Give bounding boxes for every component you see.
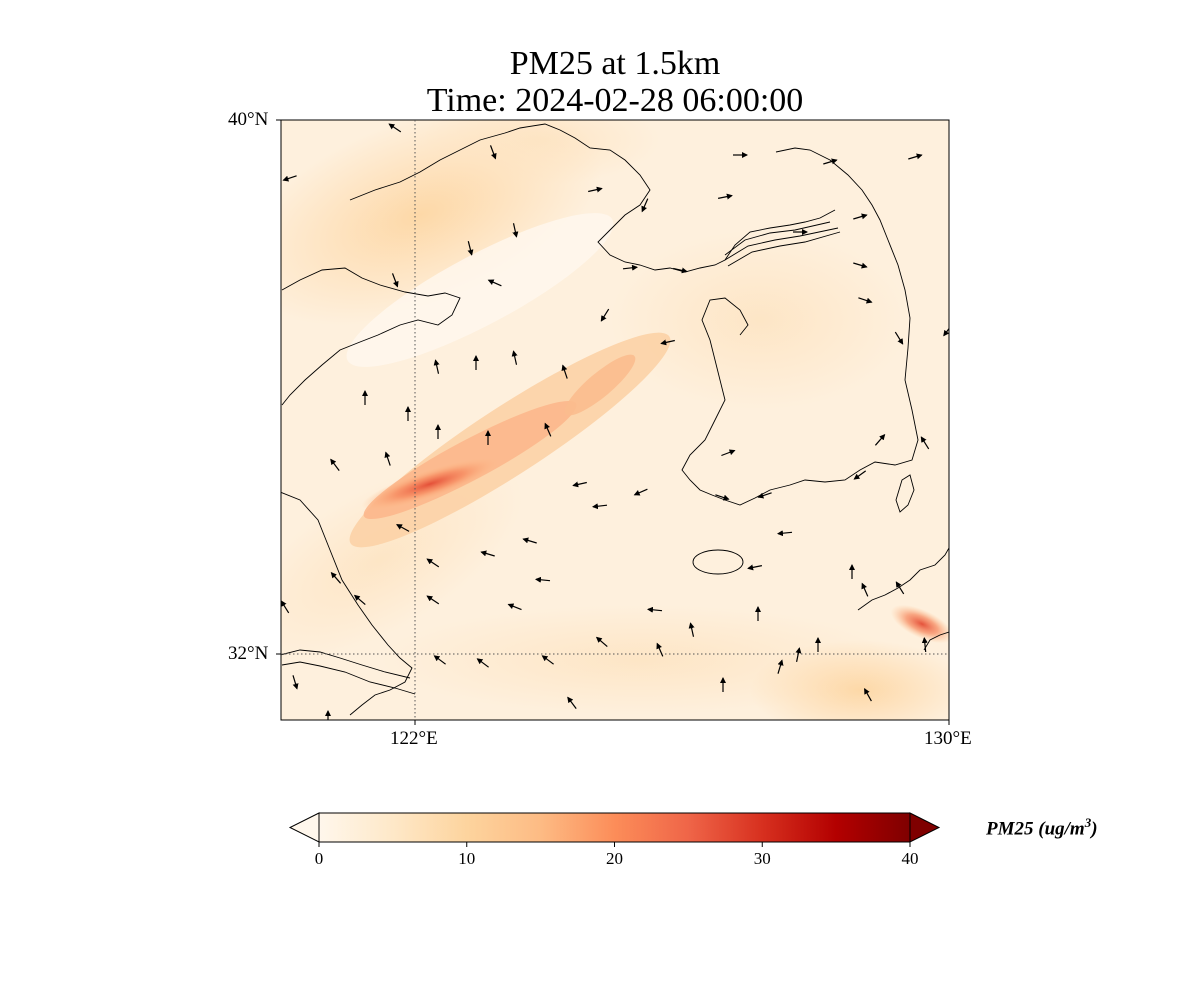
- wind-arrow: [282, 175, 297, 182]
- wind-arrow: [757, 492, 772, 499]
- wind-arrow: [507, 603, 522, 611]
- colorbar-tick-label: 30: [753, 849, 771, 868]
- wind-arrow: [480, 550, 495, 557]
- wind-arrow: [600, 308, 610, 322]
- wind-arrow: [641, 198, 649, 213]
- colorbar-gradient: [319, 813, 910, 842]
- wind-arrow: [673, 267, 688, 274]
- wind-arrow: [592, 503, 608, 510]
- chart-subtitle: Time: 2024-02-28 06:00:00: [426, 82, 804, 119]
- wind-arrow: [330, 458, 340, 471]
- colorbar-label: PM25 (ug/m3): [986, 815, 1098, 840]
- wind-arrow: [853, 262, 868, 269]
- wind-arrow: [476, 658, 489, 668]
- wind-arrow: [921, 637, 928, 653]
- wind-arrow: [588, 186, 603, 193]
- wind-arrow: [433, 359, 440, 374]
- wind-arrow: [747, 564, 763, 571]
- colorbar-label-close: ): [1091, 818, 1098, 840]
- colorbar-label-superscript: 3: [1084, 815, 1092, 830]
- wind-arrow: [853, 470, 867, 480]
- wind-arrow: [353, 594, 366, 606]
- wind-arrow: [433, 655, 446, 665]
- wind-arrow: [943, 327, 949, 337]
- lat-label-32n: 32°N: [228, 643, 269, 664]
- wind-arrow: [853, 213, 868, 220]
- colorbar-extend-low: [288, 812, 320, 843]
- wind-arrow: [535, 576, 551, 583]
- coastlines: [281, 123, 949, 716]
- wind-arrow: [656, 642, 664, 657]
- wind-arrow: [512, 223, 519, 238]
- colorbar-tick-label: 40: [901, 849, 919, 868]
- wind-arrow: [858, 297, 873, 304]
- wind-arrow: [281, 600, 290, 614]
- colorbar-tick-label: 10: [458, 849, 476, 868]
- wind-arrow: [777, 530, 793, 537]
- lon-label-130e: 130°E: [924, 728, 972, 749]
- wind-arrow: [426, 595, 440, 605]
- colorbar-label-text: PM25 (ug/m: [986, 818, 1085, 840]
- wind-arrow: [717, 193, 733, 200]
- wind-arrow: [633, 488, 648, 496]
- wind-arrow: [489, 145, 497, 160]
- wind-arrow: [384, 451, 391, 466]
- colorbar-tick-label: 20: [606, 849, 623, 868]
- wind-arrow: [391, 273, 399, 288]
- map-frame: [280, 119, 950, 721]
- wind-arrow: [561, 364, 568, 379]
- wind-arrow: [522, 537, 537, 544]
- wind-arrow: [572, 481, 587, 488]
- wind-arrow: [330, 571, 342, 584]
- wind-arrow: [388, 123, 402, 133]
- wind-arrow: [544, 422, 552, 437]
- wind-arrow: [688, 622, 695, 637]
- colorbar: [288, 812, 941, 847]
- wind-arrow: [467, 241, 474, 256]
- pm25-field: [281, 120, 949, 720]
- wind-arrow: [541, 655, 554, 665]
- colorbar-ticks: [318, 842, 911, 847]
- wind-arrow: [595, 636, 608, 648]
- wind-arrow: [920, 436, 930, 450]
- wind-arrow: [861, 582, 869, 597]
- wind-arrow: [511, 350, 518, 365]
- wind-arrow: [647, 606, 663, 613]
- wind-arrow: [396, 524, 410, 532]
- wind-vectors: [281, 123, 949, 720]
- wind-arrow: [487, 279, 502, 287]
- wind-arrow: [777, 659, 784, 674]
- wind-arrow: [567, 696, 577, 709]
- chart-title: PM25 at 1.5km: [509, 45, 721, 82]
- wind-arrow: [426, 558, 440, 568]
- wind-arrow: [622, 264, 638, 271]
- wind-arrow: [864, 688, 872, 702]
- wind-arrow: [292, 675, 299, 690]
- wind-arrow: [823, 158, 838, 165]
- wind-arrow: [715, 494, 730, 501]
- colorbar-extend-high: [909, 812, 941, 843]
- wind-arrow: [894, 331, 904, 345]
- wind-arrow: [908, 153, 923, 160]
- lat-label-40n: 40°N: [228, 109, 269, 130]
- wind-arrow: [895, 581, 905, 595]
- wind-arrow: [660, 339, 675, 346]
- wind-arrow: [721, 449, 736, 457]
- wind-arrow: [795, 647, 802, 663]
- colorbar-tick-label: 0: [314, 849, 324, 868]
- lon-label-122e: 122°E: [390, 728, 438, 749]
- wind-arrow: [874, 433, 886, 446]
